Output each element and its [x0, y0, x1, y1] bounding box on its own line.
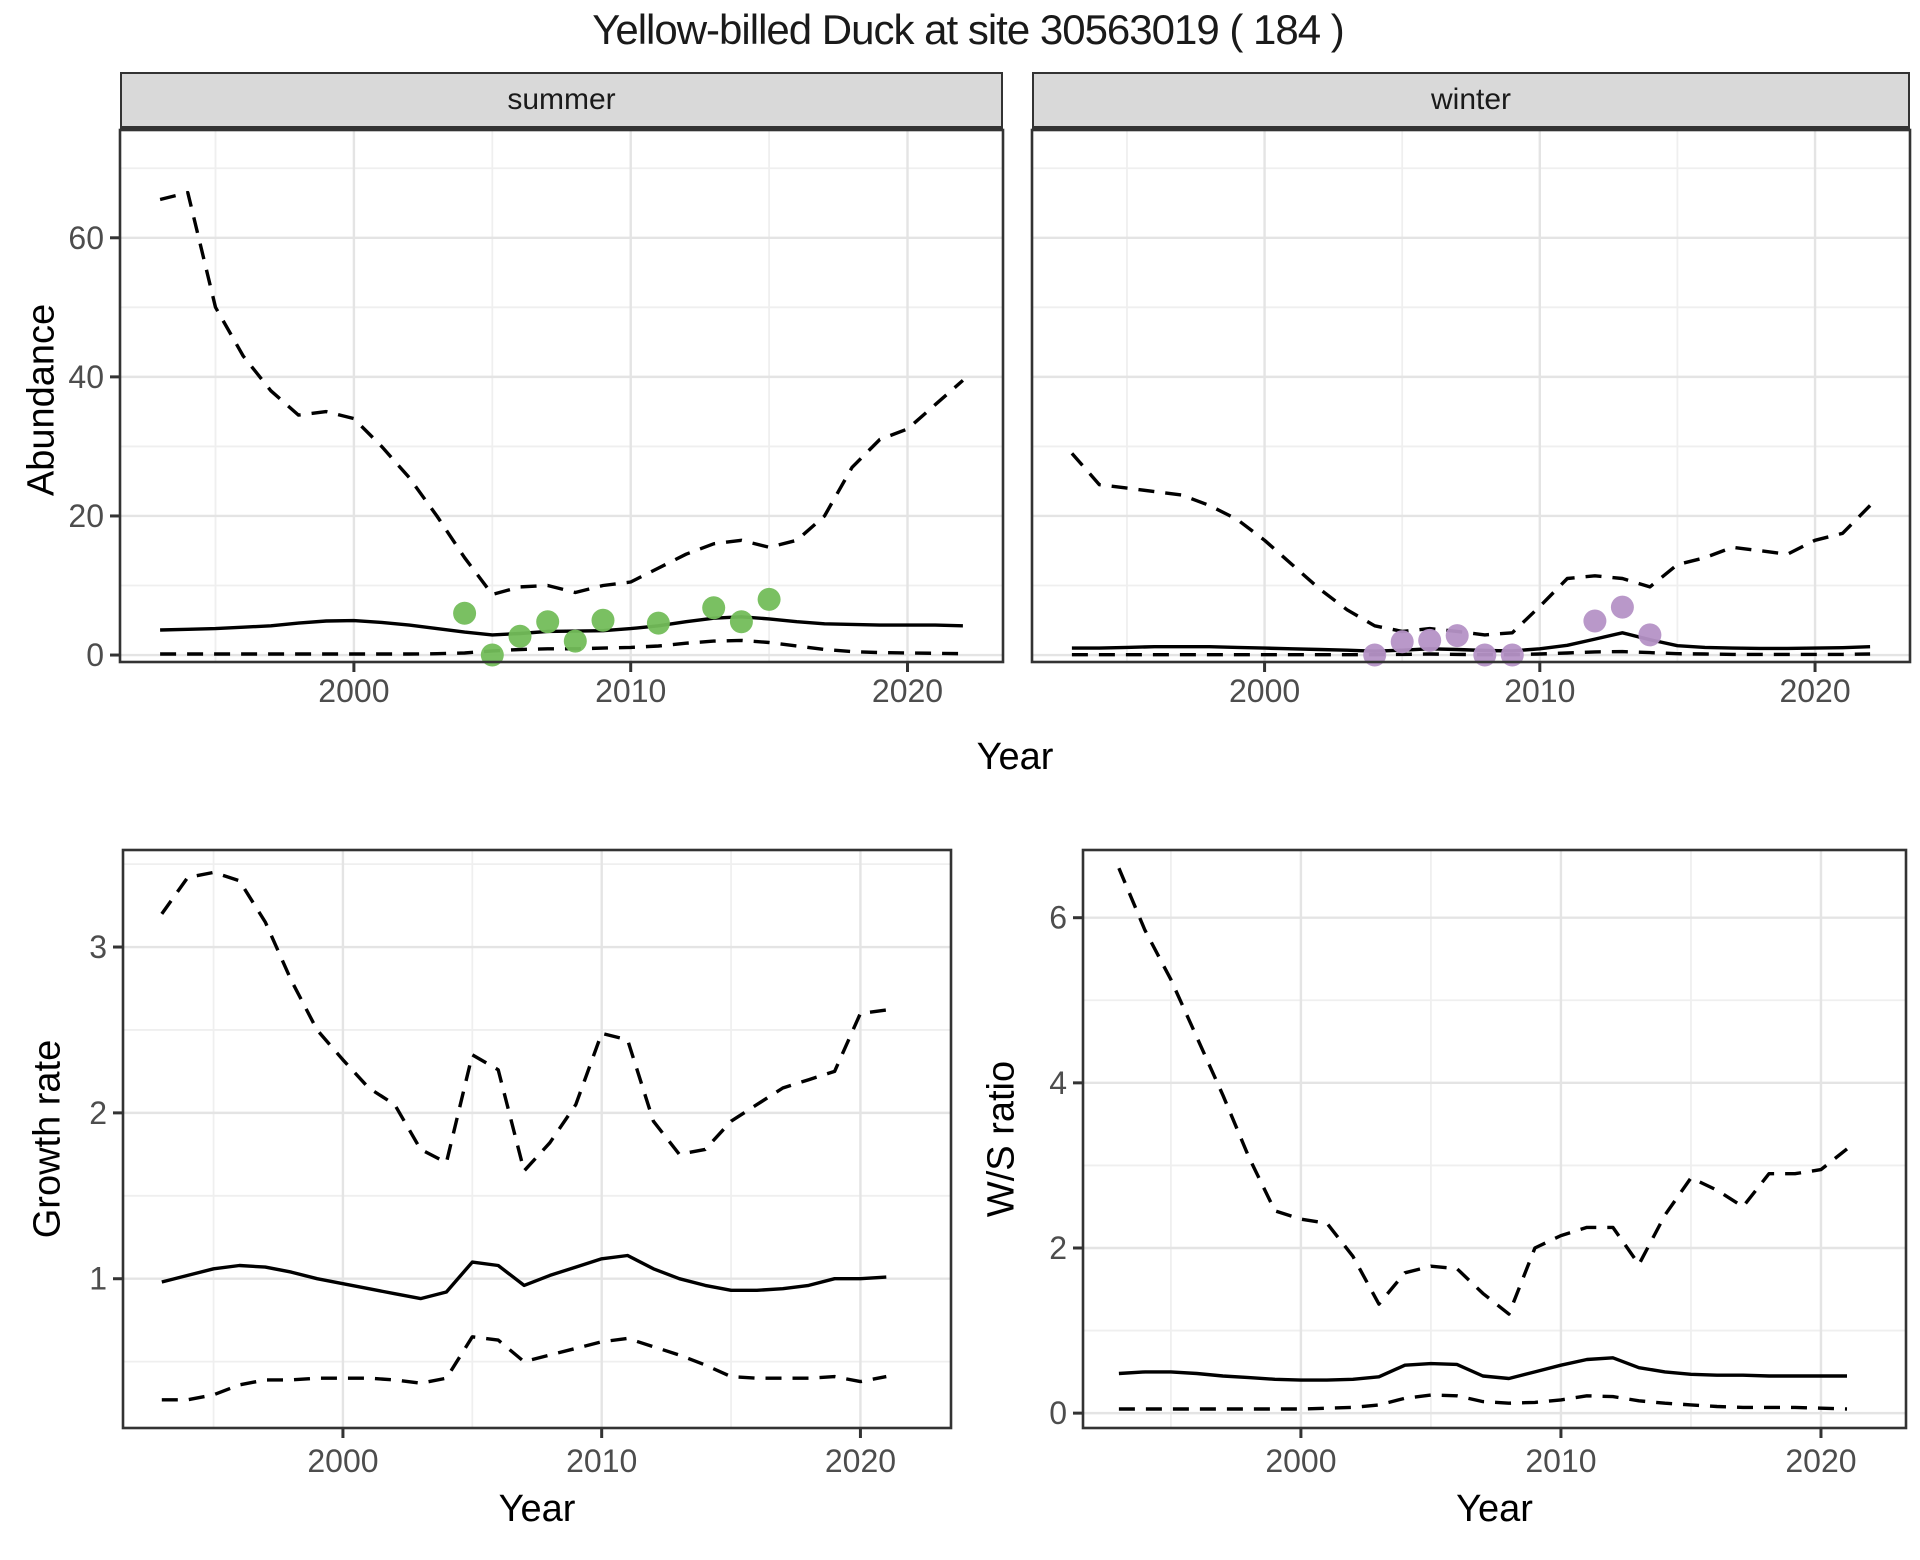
x-tick-label: 2010	[595, 673, 666, 709]
y-tick-label: 0	[86, 637, 104, 673]
observation-point	[1445, 624, 1469, 648]
x-axis-title-top: Year	[976, 736, 1054, 778]
chart-title: Yellow-billed Duck at site 30563019 ( 18…	[592, 6, 1345, 53]
panel-border	[118, 128, 1005, 664]
panel-background	[123, 850, 951, 1428]
y-tick-label: 6	[1049, 900, 1067, 936]
y-tick-label: 1	[89, 1261, 107, 1297]
observation-point	[1610, 595, 1634, 619]
series-mean-line	[160, 615, 963, 637]
observation-point	[563, 629, 587, 653]
series-upper_ci-line	[160, 870, 887, 1173]
y-tick-label: 40	[68, 359, 104, 395]
x-tick-label: 2010	[1525, 1443, 1596, 1479]
panel-background	[1032, 130, 1910, 662]
observation-point	[1583, 609, 1607, 633]
y-tick-label: 20	[68, 498, 104, 534]
panel-plot-area	[1117, 867, 1849, 1411]
x-axis-title-growth-rate: Year	[498, 1488, 576, 1530]
panel-abundance_summer: 2000 2010 2020 0 20 40 60	[68, 128, 1005, 709]
y-axis-title-growth-rate: Growth rate	[26, 1039, 69, 1239]
y-tick-label: 0	[1049, 1395, 1067, 1431]
y-tick-label: 3	[89, 929, 107, 965]
series-upper_ci-line	[1117, 867, 1849, 1316]
series-mean-line	[161, 1253, 887, 1301]
x-tick-label: 2020	[1779, 673, 1850, 709]
panel-background	[1083, 850, 1906, 1428]
x-tick-label: 2020	[825, 1443, 896, 1479]
observation-point	[646, 611, 670, 635]
y-tick-label: 60	[68, 220, 104, 256]
x-tick-label: 2010	[1504, 673, 1575, 709]
panel-background	[120, 130, 1003, 662]
facet-strip-summer: summer	[120, 72, 1003, 130]
x-tick-label: 2000	[318, 673, 389, 709]
observation-point	[1390, 630, 1414, 654]
series-lower_ci-line	[1118, 1393, 1848, 1411]
x-tick-label: 2020	[1785, 1443, 1856, 1479]
observation-point	[591, 608, 615, 632]
x-tick-label: 2000	[1229, 673, 1300, 709]
panel-border	[121, 848, 953, 1430]
observation-point	[536, 610, 560, 634]
y-axis-title-ws-ratio: W/S ratio	[980, 1060, 1023, 1218]
panel-border	[1030, 128, 1912, 664]
series-mean-line	[1118, 1356, 1847, 1382]
series-mean-line	[1071, 631, 1871, 653]
observation-point	[1638, 623, 1662, 647]
facet-strip-winter: winter	[1032, 72, 1910, 130]
y-axis-title-abundance: Abundance	[20, 303, 63, 497]
observation-point	[729, 610, 753, 634]
panel-growth_rate: 2000 2010 2020 1 2 3	[89, 848, 953, 1479]
panel-abundance_winter: 2000 2010 2020	[1030, 128, 1912, 709]
observation-point	[757, 587, 781, 611]
observation-point	[702, 596, 726, 620]
y-tick-label: 2	[1049, 1230, 1067, 1266]
x-tick-label: 2000	[1265, 1443, 1336, 1479]
y-tick-label: 2	[89, 1095, 107, 1131]
y-tick-label: 4	[1049, 1065, 1067, 1101]
x-tick-label: 2000	[307, 1443, 378, 1479]
x-tick-label: 2010	[566, 1443, 637, 1479]
series-upper_ci-line	[1070, 452, 1872, 637]
x-axis-title-ws-ratio: Year	[1456, 1488, 1533, 1530]
x-tick-label: 2020	[872, 673, 943, 709]
facet-strip-summer-label: summer	[507, 83, 616, 116]
observation-point	[453, 601, 477, 625]
observation-point	[508, 624, 532, 648]
series-upper_ci-line	[159, 190, 965, 597]
series-lower_ci-line	[161, 1335, 887, 1402]
panel-ws_ratio: 2000 2010 2020 0 2 4 6	[1049, 848, 1908, 1479]
facet-strip-winter-label: winter	[1430, 83, 1512, 116]
panel-border	[1081, 848, 1908, 1430]
panel-plot-area	[160, 870, 887, 1402]
observation-point	[1418, 628, 1442, 652]
panel-plot-area	[159, 190, 965, 667]
